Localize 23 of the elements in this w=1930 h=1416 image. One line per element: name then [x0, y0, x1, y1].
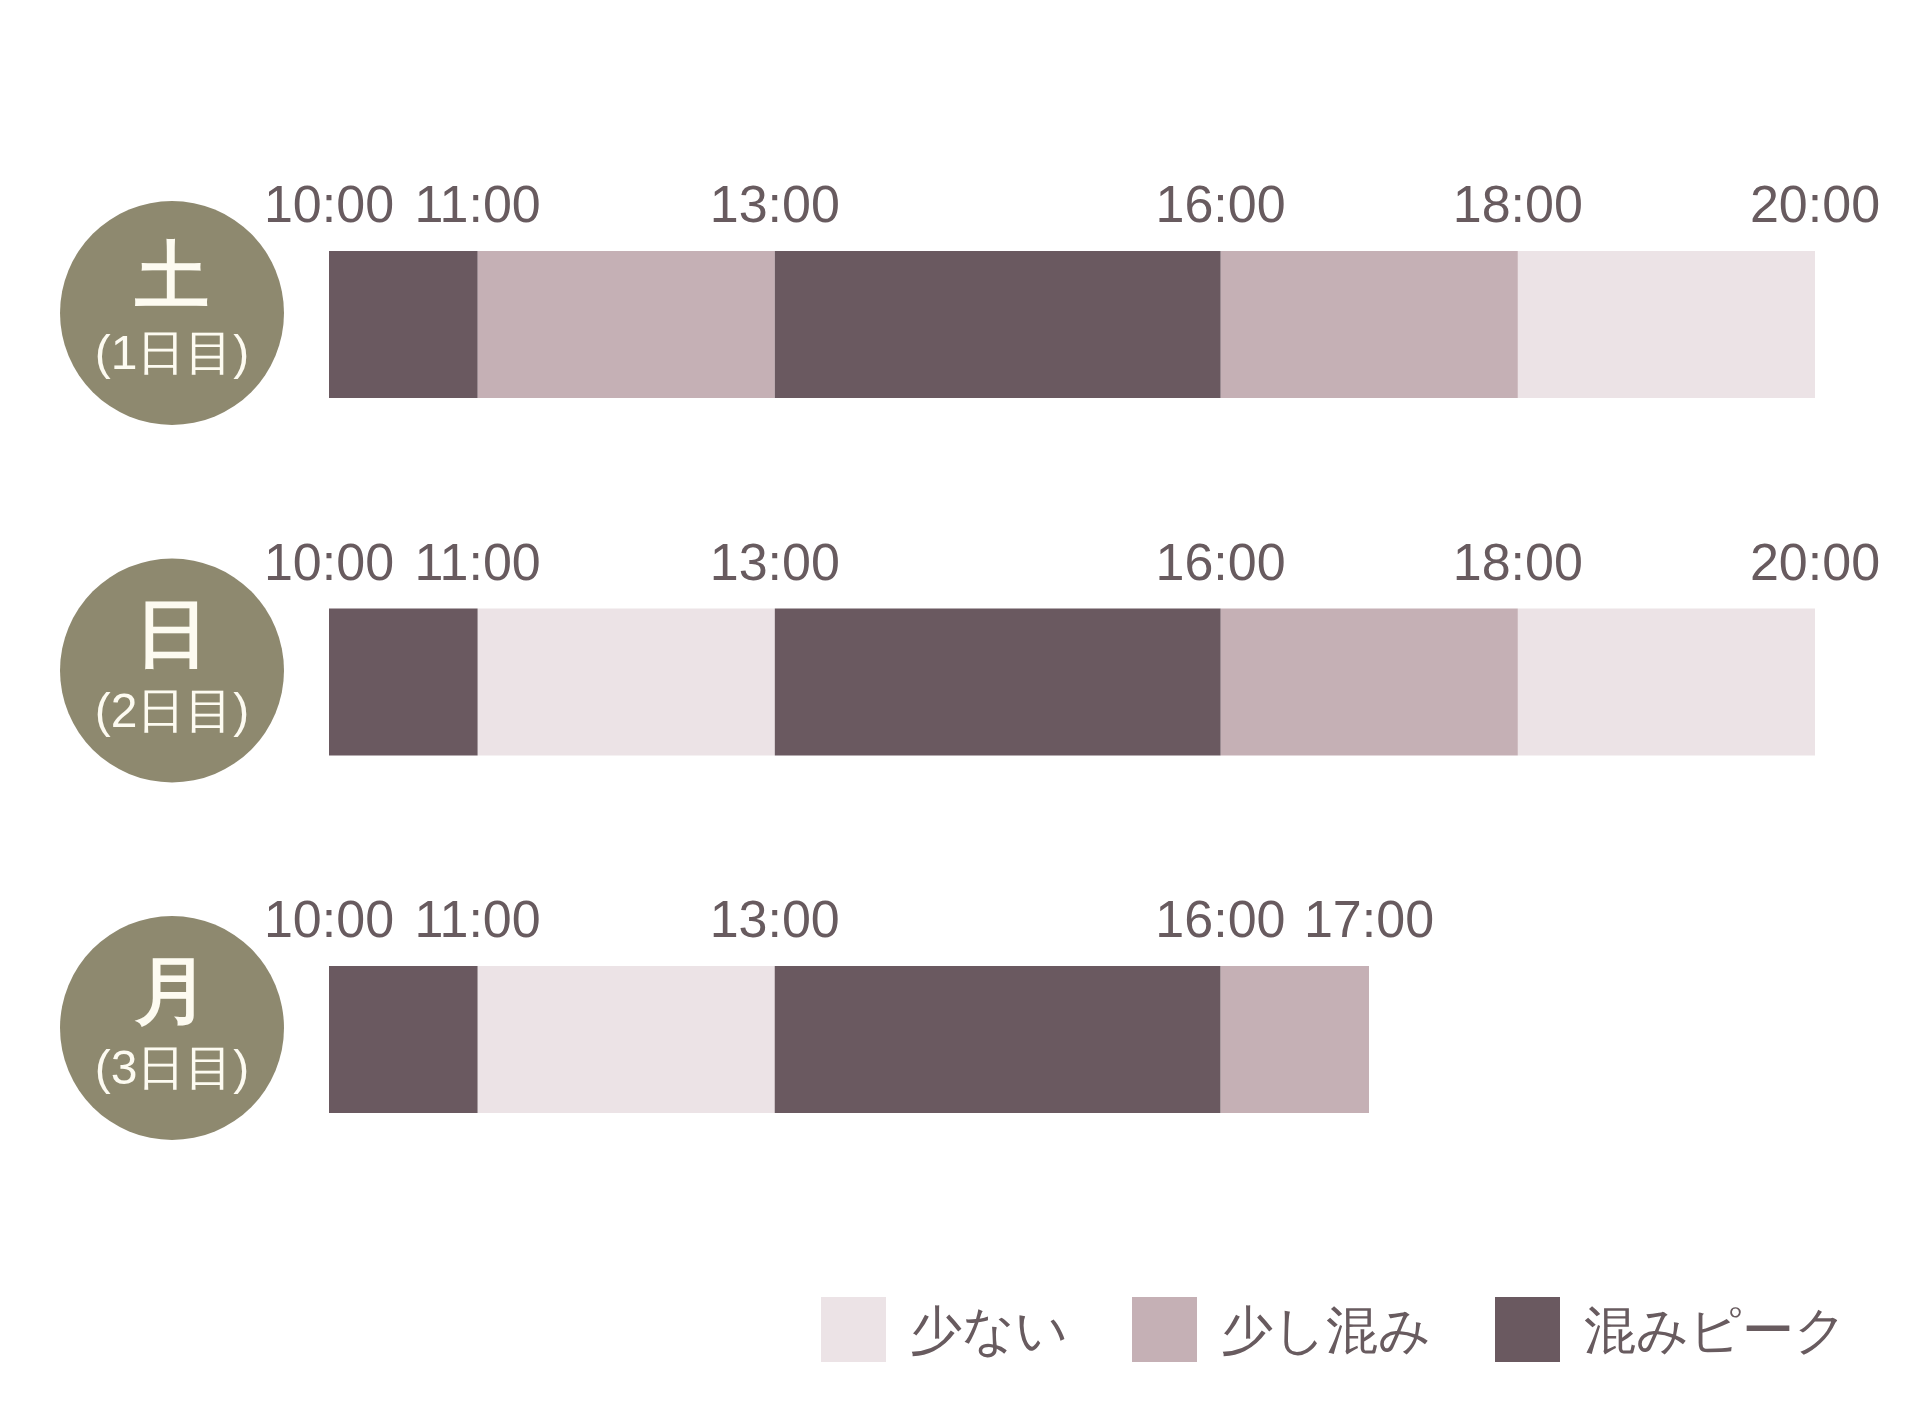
- x-tick-label: 16:00: [1155, 532, 1286, 591]
- x-tick-label: 11:00: [414, 890, 541, 948]
- x-tick-label: 11:00: [414, 532, 541, 591]
- x-tick-label: 10:00: [263, 890, 395, 948]
- x-tick-label: 10:00: [263, 175, 395, 233]
- x-tick-label: 13:00: [709, 532, 840, 591]
- x-tick-label: 10:00: [263, 532, 395, 591]
- x-tick-label: 20:00: [1749, 175, 1881, 233]
- x-tick-label: 11:00: [414, 175, 541, 233]
- x-tick-label: 18:00: [1452, 532, 1583, 591]
- x-tick-label: 20:00: [1749, 532, 1881, 591]
- legend-label: 混みピーク: [1584, 1301, 1847, 1360]
- y-tick-label: 日(2日目): [94, 591, 250, 737]
- x-tick-label: 13:00: [709, 890, 840, 948]
- x-tick-label: 16:00: [1155, 175, 1286, 233]
- legend-label: 少ない: [910, 1301, 1068, 1360]
- x-tick-label: 13:00: [709, 175, 840, 233]
- y-tick-label: 土(1日目): [94, 234, 250, 379]
- x-tick-label: 18:00: [1452, 175, 1583, 233]
- legend-label: 少し混み: [1221, 1301, 1431, 1360]
- x-tick-label: 16:00: [1155, 890, 1286, 948]
- x-tick-label: 17:00: [1303, 890, 1435, 948]
- y-tick-label: 月(3日目): [94, 949, 250, 1094]
